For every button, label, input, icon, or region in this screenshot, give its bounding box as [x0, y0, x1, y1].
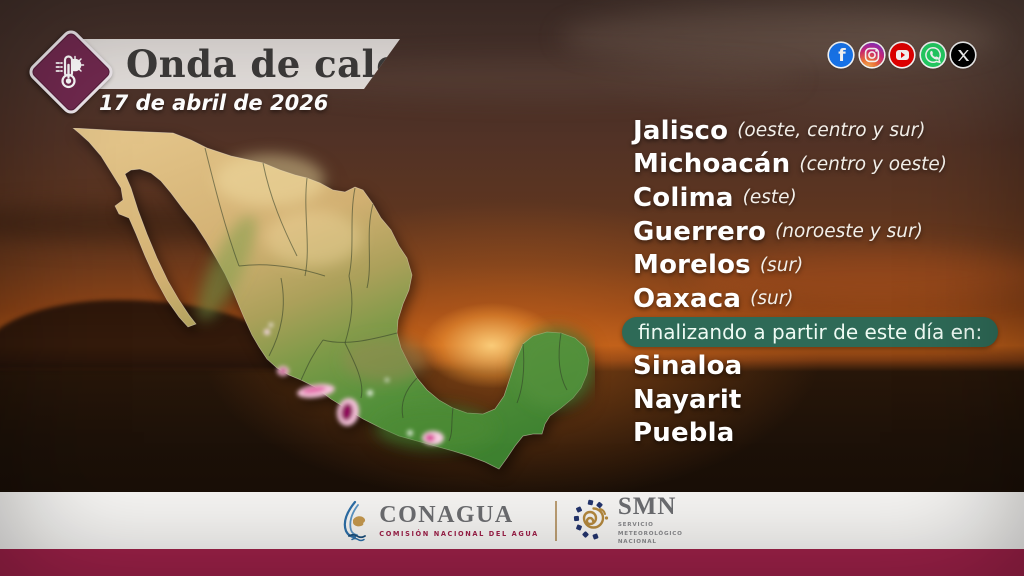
state-region: (sur) [759, 254, 804, 276]
state-name: Oaxaca [633, 283, 742, 314]
state-region: (oeste, centro y sur) [737, 120, 926, 142]
heatwave-zone [340, 403, 354, 421]
smn-subtitle-line: NACIONAL [617, 539, 657, 546]
state-row: Jalisco (oeste, centro y sur) [633, 114, 998, 148]
smn-subtitle-line: SERVICIO [617, 522, 654, 529]
heatwave-diamond-badge [25, 26, 117, 118]
state-name: Colima [633, 182, 734, 213]
conagua-subtitle: COMISIÓN NACIONAL DEL AGUA [379, 530, 539, 538]
thermometer-sun-icon [55, 55, 85, 89]
date-label: 17 de abril de 2026 [99, 91, 329, 115]
state-name: Jalisco [633, 115, 729, 146]
heatwave-zone [302, 386, 326, 394]
mexico-map [72, 128, 595, 470]
state-region: (centro y oeste) [799, 153, 947, 175]
footer: CONAGUA COMISIÓN NACIONAL DEL AGUA [0, 492, 1024, 549]
state-name: Puebla [633, 418, 735, 449]
conagua-drop-icon [344, 500, 367, 541]
state-row: Oaxaca (sur) [633, 282, 998, 316]
instagram-icon[interactable] [859, 43, 884, 67]
youtube-icon[interactable] [890, 43, 914, 67]
facebook-icon[interactable]: f [829, 43, 853, 67]
affected-states-list: Jalisco (oeste, centro y sur) Michoacán … [622, 114, 999, 450]
state-region: (noroeste y sur) [775, 221, 923, 243]
ending-banner: finalizando a partir de este día en: [622, 317, 999, 348]
ending-banner-label: finalizando a partir de este día en: [638, 320, 983, 345]
state-row: Morelos (sur) [633, 248, 998, 282]
smn-wordmark: SMN [617, 493, 677, 521]
smn-spiral-icon [573, 500, 608, 540]
state-row: Michoacán (centro y oeste) [633, 148, 998, 182]
smn-logo: SMN SERVICIO METEOROLÓGICO NACIONAL [573, 494, 683, 546]
state-row: Nayarit [633, 383, 998, 417]
state-name: Sinaloa [633, 350, 743, 381]
state-borders [204, 147, 568, 442]
heatwave-zones [264, 323, 444, 445]
heatwave-zone [425, 434, 435, 442]
heatwave-zone [280, 368, 286, 374]
whatsapp-icon[interactable] [920, 43, 945, 67]
state-region: (este) [742, 187, 797, 209]
x-icon[interactable] [951, 43, 975, 67]
state-row: Colima (este) [633, 181, 998, 215]
conagua-logo: CONAGUA COMISIÓN NACIONAL DEL AGUA [341, 500, 539, 542]
state-name: Morelos [633, 250, 751, 281]
cloud [690, 248, 1024, 300]
footer-divider [554, 500, 557, 541]
state-region: (sur) [750, 288, 794, 310]
social-bar: f [829, 43, 975, 67]
conagua-wordmark: CONAGUA [379, 502, 514, 528]
state-row: Puebla [633, 416, 998, 450]
state-row: Sinaloa [633, 349, 998, 383]
state-name: Michoacán [633, 149, 791, 180]
state-row: Guerrero (noroeste y sur) [633, 215, 998, 249]
footer-accent-bar [0, 549, 1024, 576]
title-banner: Onda de calor [62, 39, 400, 89]
state-name: Guerrero [633, 216, 767, 247]
smn-subtitle-line: METEOROLÓGICO [617, 530, 683, 537]
mexico-landmass [72, 128, 590, 470]
state-name: Nayarit [633, 384, 742, 415]
